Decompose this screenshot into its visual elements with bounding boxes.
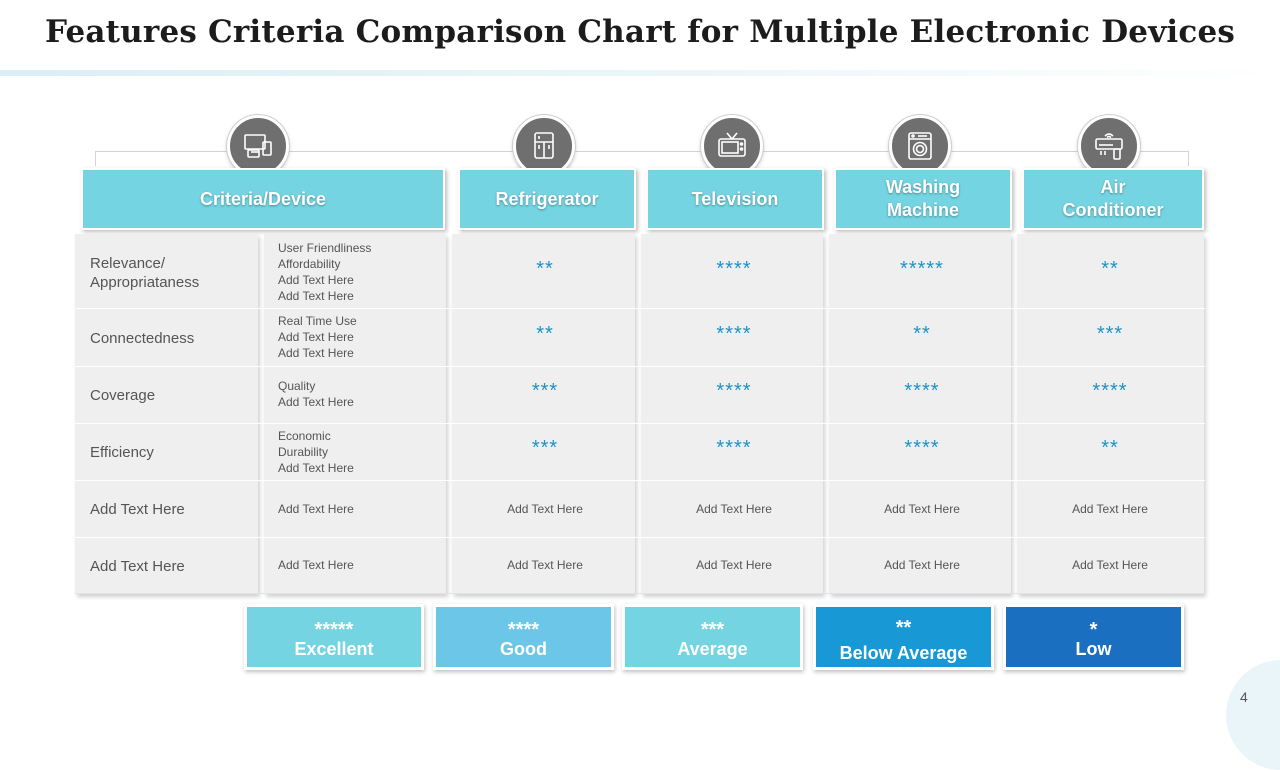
- value-washing-machine: Add Text Here: [884, 558, 960, 572]
- air-conditioner-column-panel: [1017, 234, 1204, 594]
- rating-air-conditioner: ****: [1092, 380, 1128, 402]
- row-separator: [75, 537, 1205, 538]
- legend-label: Good: [500, 639, 547, 659]
- value-air-conditioner: Add Text Here: [1072, 558, 1148, 572]
- devices-icon: [227, 115, 289, 177]
- legend-stars: *****: [314, 619, 354, 641]
- value-television: Add Text Here: [696, 558, 772, 572]
- legend-average: *** Average: [622, 604, 803, 670]
- title-underline: [0, 70, 1280, 76]
- legend-stars: **: [895, 617, 912, 639]
- page-number-circle: [1226, 660, 1280, 770]
- legend-stars: *: [1089, 619, 1098, 641]
- rating-refrigerator: ***: [531, 437, 559, 459]
- washing-machine-column-panel: [829, 234, 1011, 594]
- header-television: Television: [646, 168, 824, 230]
- refrigerator-column-panel: [452, 234, 635, 594]
- rating-television: ****: [716, 380, 752, 402]
- criterion-label: Coverage: [90, 387, 156, 404]
- rating-refrigerator: ***: [531, 380, 559, 402]
- value-washing-machine: Add Text Here: [884, 502, 960, 516]
- criterion-label: Add Text Here: [90, 501, 185, 518]
- rating-washing-machine: *****: [900, 258, 944, 280]
- rating-air-conditioner: **: [1101, 258, 1119, 280]
- refrigerator-icon: [513, 115, 575, 177]
- legend-excellent: ***** Excellent: [244, 604, 424, 670]
- criterion-label: Connectedness: [90, 330, 195, 347]
- criterion-details: Real Time Use Add Text Here Add Text Her…: [278, 314, 357, 360]
- value-refrigerator: Add Text Here: [507, 558, 583, 572]
- rating-washing-machine: ****: [904, 380, 940, 402]
- row-separator: [75, 366, 1205, 367]
- rating-washing-machine: ****: [904, 437, 940, 459]
- rating-washing-machine: **: [913, 323, 931, 345]
- criterion-label: Relevance/ Appropriataness: [90, 255, 200, 291]
- row-separator: [75, 308, 1205, 309]
- value-refrigerator: Add Text Here: [507, 502, 583, 516]
- air-conditioner-icon: [1078, 115, 1140, 177]
- value-television: Add Text Here: [696, 502, 772, 516]
- rating-television: ****: [716, 437, 752, 459]
- legend-label: Below Average: [839, 643, 968, 663]
- criterion-details: Add Text Here: [278, 502, 354, 516]
- legend-good: **** Good: [433, 604, 614, 670]
- legend-below-average: ** Below Average: [813, 604, 994, 670]
- page-number: 4: [1240, 689, 1248, 705]
- legend-label: Low: [1075, 639, 1112, 659]
- icon-connector-line: [95, 151, 1189, 166]
- header-criteria-device: Criteria/Device: [81, 168, 445, 230]
- criteria-column-panel: [75, 234, 258, 594]
- table-bottom-line: [75, 593, 1205, 594]
- value-air-conditioner: Add Text Here: [1072, 502, 1148, 516]
- rating-air-conditioner: ***: [1096, 323, 1124, 345]
- criterion-details: Add Text Here: [278, 558, 354, 572]
- rating-refrigerator: **: [536, 323, 554, 345]
- criterion-label: Add Text Here: [90, 558, 185, 575]
- criterion-details: Quality Add Text Here: [278, 379, 354, 409]
- header-refrigerator: Refrigerator: [458, 168, 636, 230]
- page-title: Features Criteria Comparison Chart for M…: [44, 14, 1236, 50]
- details-column-panel: [264, 234, 446, 594]
- rating-television: ****: [716, 258, 752, 280]
- rating-television: ****: [716, 323, 752, 345]
- legend-low: * Low: [1003, 604, 1184, 670]
- rating-air-conditioner: **: [1101, 437, 1119, 459]
- legend-stars: ****: [507, 619, 540, 641]
- legend-label: Excellent: [294, 639, 374, 659]
- legend-stars: ***: [700, 619, 725, 641]
- criterion-details: Economic Durability Add Text Here: [278, 429, 354, 475]
- header-washing-machine: Washing Machine: [834, 168, 1012, 230]
- row-separator: [75, 423, 1205, 424]
- legend-label: Average: [677, 639, 748, 659]
- criterion-label: Efficiency: [90, 444, 154, 461]
- criterion-details: User Friendliness Affordability Add Text…: [278, 241, 372, 303]
- row-separator: [75, 480, 1205, 481]
- rating-refrigerator: **: [536, 258, 554, 280]
- header-air-conditioner: Air Conditioner: [1022, 168, 1204, 230]
- television-column-panel: [641, 234, 823, 594]
